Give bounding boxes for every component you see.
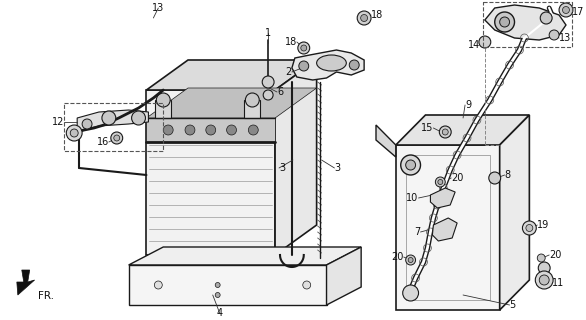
Circle shape [438, 180, 443, 185]
Circle shape [435, 177, 445, 187]
Circle shape [535, 271, 553, 289]
Circle shape [298, 42, 310, 54]
Circle shape [299, 61, 309, 71]
Circle shape [406, 160, 415, 170]
Polygon shape [432, 218, 457, 241]
Text: 4: 4 [217, 308, 223, 318]
Text: 18: 18 [285, 37, 297, 47]
Circle shape [408, 258, 413, 262]
Circle shape [111, 132, 122, 144]
Circle shape [301, 45, 306, 51]
Circle shape [246, 93, 259, 107]
Text: 17: 17 [572, 7, 584, 17]
Text: 1: 1 [265, 28, 271, 38]
Circle shape [500, 17, 510, 27]
Polygon shape [77, 110, 148, 130]
Circle shape [156, 93, 170, 107]
Circle shape [539, 275, 549, 285]
Bar [64, 103, 163, 151]
Text: 10: 10 [406, 193, 418, 203]
Polygon shape [500, 115, 529, 310]
Circle shape [489, 172, 500, 184]
Bar [244, 100, 260, 118]
Circle shape [303, 281, 311, 289]
Circle shape [248, 125, 258, 135]
Text: 14: 14 [468, 40, 480, 50]
Text: 20: 20 [391, 252, 404, 262]
Circle shape [559, 3, 573, 17]
Polygon shape [146, 90, 275, 255]
Text: 5: 5 [510, 300, 516, 310]
Circle shape [114, 135, 120, 141]
Text: 15: 15 [421, 123, 434, 133]
Circle shape [401, 155, 421, 175]
Circle shape [495, 12, 515, 32]
Polygon shape [396, 115, 529, 145]
Circle shape [82, 119, 92, 129]
Circle shape [154, 281, 162, 289]
Circle shape [227, 125, 237, 135]
Circle shape [215, 292, 220, 298]
Circle shape [349, 60, 359, 70]
Ellipse shape [316, 55, 346, 71]
Text: 12: 12 [52, 117, 64, 127]
Polygon shape [129, 265, 326, 305]
Circle shape [262, 76, 274, 88]
Polygon shape [146, 118, 275, 142]
Circle shape [163, 125, 173, 135]
Bar [483, 2, 572, 47]
Circle shape [549, 30, 559, 40]
Text: 18: 18 [371, 10, 383, 20]
Circle shape [185, 125, 195, 135]
Text: 11: 11 [552, 278, 564, 288]
Polygon shape [129, 247, 361, 265]
Circle shape [406, 255, 415, 265]
Polygon shape [396, 145, 500, 310]
Text: 8: 8 [505, 170, 511, 180]
Circle shape [440, 126, 451, 138]
Polygon shape [146, 60, 316, 90]
Text: 3: 3 [335, 163, 340, 173]
Text: 7: 7 [414, 227, 421, 237]
Text: 3: 3 [279, 163, 285, 173]
Text: 9: 9 [465, 100, 471, 110]
Circle shape [540, 12, 552, 24]
Text: FR.: FR. [38, 291, 53, 301]
Circle shape [526, 225, 533, 231]
Text: 6: 6 [277, 87, 283, 97]
Polygon shape [275, 60, 316, 255]
Bar [155, 100, 171, 118]
Circle shape [263, 90, 273, 100]
Polygon shape [326, 247, 361, 305]
Circle shape [206, 125, 216, 135]
Polygon shape [485, 5, 566, 40]
Circle shape [523, 221, 536, 235]
Text: 20: 20 [549, 250, 561, 260]
Polygon shape [17, 270, 35, 295]
Circle shape [403, 285, 418, 301]
Bar [406, 155, 490, 300]
Text: 13: 13 [152, 3, 165, 13]
Circle shape [442, 129, 448, 135]
Polygon shape [146, 88, 316, 118]
Circle shape [563, 6, 570, 13]
Circle shape [215, 283, 220, 287]
Circle shape [479, 36, 490, 48]
Text: 19: 19 [537, 220, 550, 230]
Text: 16: 16 [97, 137, 109, 147]
Text: 20: 20 [451, 173, 464, 183]
Circle shape [66, 125, 82, 141]
Circle shape [102, 111, 116, 125]
Text: 13: 13 [559, 33, 571, 43]
Circle shape [539, 262, 550, 274]
Circle shape [360, 14, 367, 21]
Circle shape [132, 111, 145, 125]
Text: 2: 2 [285, 67, 292, 77]
Polygon shape [376, 125, 396, 157]
Circle shape [70, 129, 78, 137]
Polygon shape [292, 50, 364, 80]
Polygon shape [430, 188, 455, 208]
Circle shape [537, 254, 545, 262]
Circle shape [357, 11, 371, 25]
